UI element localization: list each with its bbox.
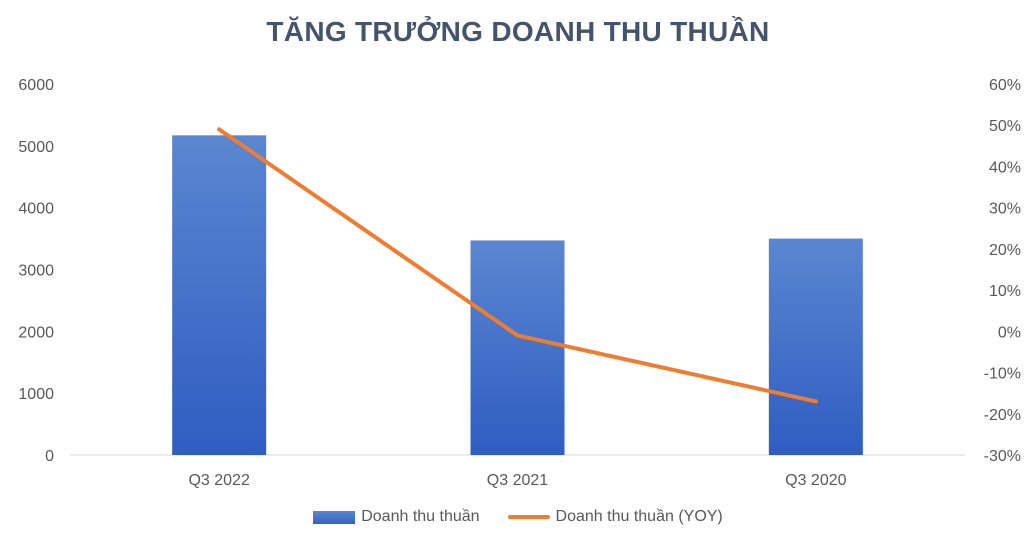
- legend-line-swatch: [507, 515, 550, 519]
- y2-tick-label: 20%: [989, 242, 1021, 259]
- bar: [470, 240, 565, 455]
- y2-tick-label: 30%: [989, 201, 1021, 218]
- y2-tick-label: -30%: [984, 448, 1021, 465]
- bar: [172, 135, 267, 456]
- legend-bar-swatch: [313, 510, 356, 524]
- legend-label-bar-series: Doanh thu thuần: [361, 508, 480, 525]
- legend: Doanh thu thuần Doanh thu thuần (YOY): [0, 508, 1036, 526]
- y-tick-label: 5000: [18, 139, 54, 156]
- x-tick-label: Q3 2021: [487, 472, 548, 489]
- x-tick-label: Q3 2022: [188, 472, 249, 489]
- y2-tick-label: 40%: [989, 159, 1021, 176]
- y2-tick-label: 10%: [989, 283, 1021, 300]
- line-point: [217, 127, 222, 132]
- line-point: [813, 399, 818, 404]
- legend-item-line-series: Doanh thu thuần (YOY): [507, 508, 723, 526]
- bar: [768, 238, 863, 455]
- y2-tick-label: 50%: [989, 118, 1021, 135]
- y2-tick-label: -10%: [984, 366, 1021, 383]
- line-point: [515, 333, 520, 338]
- y-tick-label: 3000: [18, 263, 54, 280]
- y2-tick-label: -20%: [984, 407, 1021, 424]
- y-tick-label: 1000: [18, 386, 54, 403]
- y2-tick-label: 0%: [998, 324, 1021, 341]
- legend-item-bar-series: Doanh thu thuần: [313, 508, 480, 526]
- y2-tick-label: 60%: [989, 77, 1021, 94]
- y-tick-label: 2000: [18, 324, 54, 341]
- y-tick-label: 4000: [18, 201, 54, 218]
- y-tick-label: 6000: [18, 77, 54, 94]
- x-tick-label: Q3 2020: [785, 472, 846, 489]
- y-tick-label: 0: [45, 448, 54, 465]
- legend-label-line-series: Doanh thu thuần (YOY): [555, 508, 723, 525]
- chart-title: TĂNG TRƯỞNG DOANH THU THUẦN: [266, 16, 770, 47]
